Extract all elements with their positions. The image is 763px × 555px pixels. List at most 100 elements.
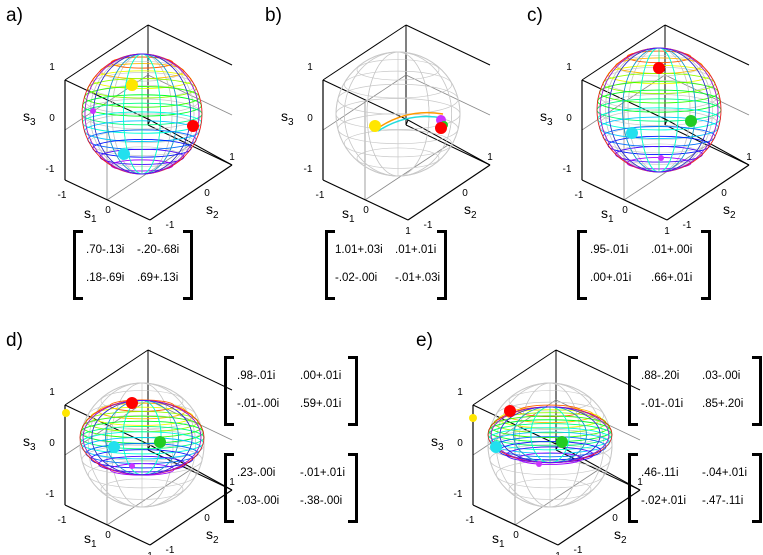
matrix-cell-12: -.01+.01i (300, 467, 346, 479)
z-tick-label: -1 (304, 164, 313, 175)
s1-axis-title: s1 (84, 205, 97, 225)
x-tick-label: 1 (147, 551, 153, 555)
s3-axis-title: s3 (540, 108, 553, 128)
box-back-top-edge-right (664, 24, 750, 66)
matrix-cell-12: .01+.01i (395, 244, 437, 256)
jones-matrix-a: .70-.13i -.20-.68i .18-.69i .69+.13i (73, 230, 193, 300)
s2-axis-title: s2 (206, 201, 219, 221)
grid-line (405, 74, 491, 116)
s1-axis-title: s1 (492, 530, 505, 550)
mesh-meridian (599, 47, 719, 173)
jones-matrix-e-top: .88-.20i .03-.00i -.01-.01i .85+.20i (628, 356, 762, 426)
box-back-top-edge (472, 349, 557, 406)
matrix-cell-12: .00+.01i (300, 370, 342, 382)
matrix-cell-11: .70-.13i (86, 244, 125, 256)
x-tick-label: -1 (58, 190, 67, 201)
green-marker (154, 436, 166, 448)
s1-axis-line (581, 179, 668, 221)
matrix-cell-22: -.47-.11i (702, 495, 744, 507)
x-tick-label: -1 (575, 190, 584, 201)
x-tick-label: -1 (58, 515, 67, 526)
cyan-marker (118, 148, 130, 160)
matrix-cell-21: -.02-.00i (335, 272, 378, 284)
matrix-cell-21: .00+.01i (590, 272, 632, 284)
colored-mesh (487, 404, 613, 465)
poincare-sphere-plot-d: 1 0 -1 -1 0 1 -1 0 1 s3 s1 s2 (23, 349, 235, 555)
y-tick-label: 0 (721, 188, 727, 199)
s3-axis-title: s3 (431, 433, 444, 453)
y-tick-label: 0 (204, 513, 210, 524)
grid-line (106, 469, 191, 526)
sphere-latitude (343, 70, 453, 99)
x-tick-label: 1 (664, 226, 670, 237)
red-marker (126, 397, 138, 409)
marker-group (369, 115, 448, 134)
x-tick-label: 0 (105, 530, 111, 541)
y-tick-label: -1 (166, 545, 175, 555)
box-back-bottom-edge-left (405, 119, 409, 126)
box-back-top-edge (64, 349, 149, 406)
s2-axis-line (407, 164, 491, 221)
red-marker (653, 62, 665, 74)
panel-label-e: e) (416, 330, 433, 351)
sphere-latitude (87, 401, 197, 430)
marker-group (62, 397, 166, 469)
y-tick-label: 1 (229, 477, 235, 488)
red-marker (504, 405, 516, 417)
yellow-marker (126, 79, 138, 91)
box-floor-edge (407, 119, 491, 166)
z-tick-label: -1 (563, 164, 572, 175)
matrix-cell-22: .85+.20i (702, 398, 744, 410)
mesh-meridian (82, 399, 202, 476)
left-bracket (628, 453, 638, 523)
magenta-marker (90, 108, 96, 114)
s2-axis-title: s2 (723, 201, 736, 221)
poincare-sphere-plot-e: 1 0 -1 -1 0 1 -1 0 1 s3 s1 s2 (431, 349, 643, 555)
matrix-cell-11: .46-.11i (641, 467, 679, 479)
matrix-cell-22: .59+.01i (300, 398, 342, 410)
y-tick-label: 0 (612, 513, 618, 524)
poincare-sphere-plot-a: 1 0 -1 -1 0 1 -1 0 1 s3 s1 s2 (23, 24, 235, 237)
matrix-cell-21: -.01-.01i (641, 398, 684, 410)
band-path (377, 111, 444, 129)
s2-axis-title: s2 (614, 526, 627, 546)
matrix-cell-22: .66+.01i (651, 272, 693, 284)
matrix-cell-11: .98-.01i (237, 370, 276, 382)
sphere-latitude (343, 129, 453, 158)
sphere-meridian (87, 382, 197, 508)
s1-axis-line (64, 504, 151, 546)
matrix-cell-21: -.02+.01i (641, 495, 687, 507)
s2-axis-line (557, 489, 641, 546)
matrix-cell-11: 1.01+.03i (335, 244, 383, 256)
x-tick-label: 1 (405, 226, 411, 237)
z-tick-label: 0 (49, 438, 55, 449)
sphere-meridian (343, 51, 453, 177)
right-bracket (183, 230, 193, 300)
box-back-diagonal (581, 79, 668, 121)
z-tick-label: 0 (49, 113, 55, 124)
x-tick-label: -1 (466, 515, 475, 526)
cyan-marker (490, 441, 502, 453)
s2-axis-title: s2 (206, 526, 219, 546)
z-tick-label: 1 (49, 62, 55, 73)
box-back-top-edge-right (405, 24, 491, 66)
s3-axis-title: s3 (23, 433, 36, 453)
z-tick-label: 0 (457, 438, 463, 449)
left-bracket (577, 230, 587, 300)
z-tick-label: 1 (49, 387, 55, 398)
s2-axis-title: s2 (464, 201, 477, 221)
cyan-marker (108, 441, 120, 453)
z-tick-label: -1 (454, 489, 463, 500)
sphere-latitude (508, 390, 592, 412)
box-back-top-edge-right (555, 349, 641, 391)
poincare-sphere-plot-b: 1 0 -1 -1 0 1 -1 0 1 s3 s1 s2 (281, 24, 493, 237)
red-marker (187, 120, 199, 132)
grid-line (364, 144, 449, 201)
panel-label-c: c) (527, 5, 543, 26)
left-bracket (325, 230, 335, 300)
box-back-top-edge (64, 24, 149, 81)
z-tick-label: 1 (307, 62, 313, 73)
s3-axis-title: s3 (23, 108, 36, 128)
marker-group (469, 405, 568, 467)
y-tick-label: 1 (487, 152, 493, 163)
